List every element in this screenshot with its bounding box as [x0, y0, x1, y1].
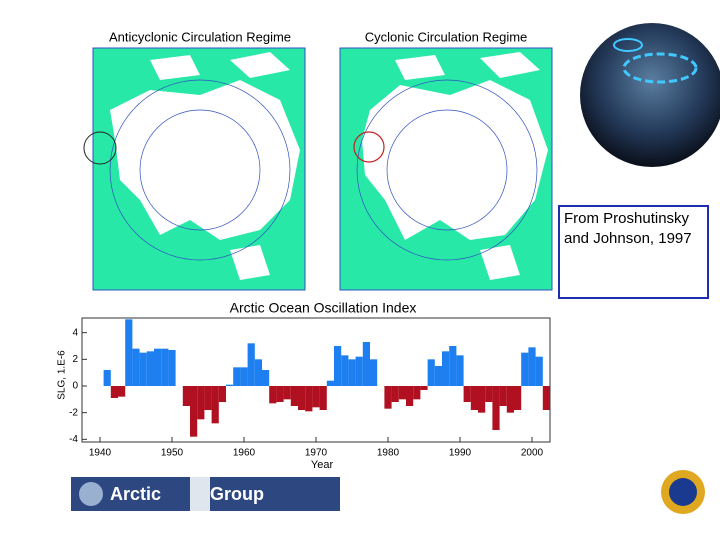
bar — [103, 370, 111, 386]
x-tick-label: 1990 — [449, 448, 472, 459]
bar — [168, 350, 176, 386]
bar — [305, 386, 313, 412]
bar — [240, 367, 248, 386]
bar — [125, 319, 133, 386]
x-tick-label: 1980 — [377, 448, 400, 459]
map-title: Anticyclonic Circulation Regime — [109, 29, 291, 44]
bar — [132, 348, 140, 386]
arctic-group-logo: Arctic Group — [71, 477, 340, 511]
bar — [233, 367, 241, 386]
bar — [326, 380, 334, 386]
x-axis-label: Year — [311, 459, 334, 471]
bar — [312, 386, 320, 408]
bar — [218, 386, 226, 402]
bar — [269, 386, 277, 404]
bar — [226, 384, 234, 386]
bar — [463, 386, 471, 402]
bar — [262, 370, 270, 386]
y-tick-label: -2 — [69, 407, 78, 418]
bar — [197, 386, 205, 420]
bar — [521, 352, 529, 386]
bar — [118, 386, 126, 397]
y-tick-label: -4 — [69, 434, 78, 445]
bar — [442, 351, 450, 386]
map-right: Cyclonic Circulation Regime — [339, 29, 553, 291]
x-tick-label: 1940 — [89, 448, 112, 459]
bar — [413, 386, 421, 400]
bar — [283, 386, 291, 400]
bar — [420, 386, 428, 390]
bar — [391, 386, 399, 402]
bar — [190, 386, 198, 437]
bar — [384, 386, 392, 409]
bar — [514, 386, 522, 410]
x-tick-label: 1960 — [233, 448, 256, 459]
bar — [535, 356, 543, 386]
bar — [334, 346, 342, 386]
logo-text: Arctic — [110, 484, 161, 504]
bar — [161, 348, 169, 386]
bar — [427, 359, 435, 386]
chart-title: Arctic Ocean Oscillation Index — [230, 300, 417, 316]
map-title: Cyclonic Circulation Regime — [365, 29, 528, 44]
bar — [398, 386, 406, 400]
bar — [204, 386, 212, 410]
bar — [449, 346, 457, 386]
bar — [470, 386, 478, 410]
x-tick-label: 2000 — [521, 448, 544, 459]
bar — [348, 359, 356, 386]
bar — [492, 386, 500, 430]
bar — [528, 347, 536, 386]
bar — [254, 359, 262, 386]
bar — [456, 355, 464, 386]
bar — [362, 342, 370, 386]
map-left: Anticyclonic Circulation Regime — [83, 29, 306, 291]
bar — [319, 386, 327, 410]
bar — [211, 386, 219, 424]
bar — [290, 386, 298, 406]
x-tick-label: 1950 — [161, 448, 184, 459]
bar — [355, 356, 363, 386]
bar — [139, 352, 147, 386]
bar — [478, 386, 486, 413]
bar — [542, 386, 550, 410]
logo-text: Group — [210, 484, 264, 504]
bar — [370, 359, 378, 386]
bar — [406, 386, 414, 406]
bar — [247, 343, 255, 386]
y-tick-label: 0 — [72, 381, 78, 392]
y-axis-label: SLG, 1.E-6 — [57, 350, 68, 400]
citation: From Proshutinsky and Johnson, 1997 — [558, 205, 709, 299]
bar — [499, 386, 507, 406]
bar — [110, 386, 118, 398]
bar — [485, 386, 493, 402]
bar — [146, 351, 154, 386]
x-tick-label: 1970 — [305, 448, 328, 459]
bar — [341, 355, 349, 386]
bar — [434, 366, 442, 386]
bar — [276, 386, 284, 402]
bar — [506, 386, 514, 413]
chart: Arctic Ocean Oscillation Index Year SLG,… — [57, 300, 551, 471]
globe-image — [580, 0, 720, 167]
bar — [154, 348, 162, 386]
bar — [298, 386, 306, 410]
nsf-logo — [661, 470, 705, 514]
bar — [182, 386, 190, 406]
y-tick-label: 4 — [72, 327, 78, 338]
y-tick-label: 2 — [72, 354, 78, 365]
